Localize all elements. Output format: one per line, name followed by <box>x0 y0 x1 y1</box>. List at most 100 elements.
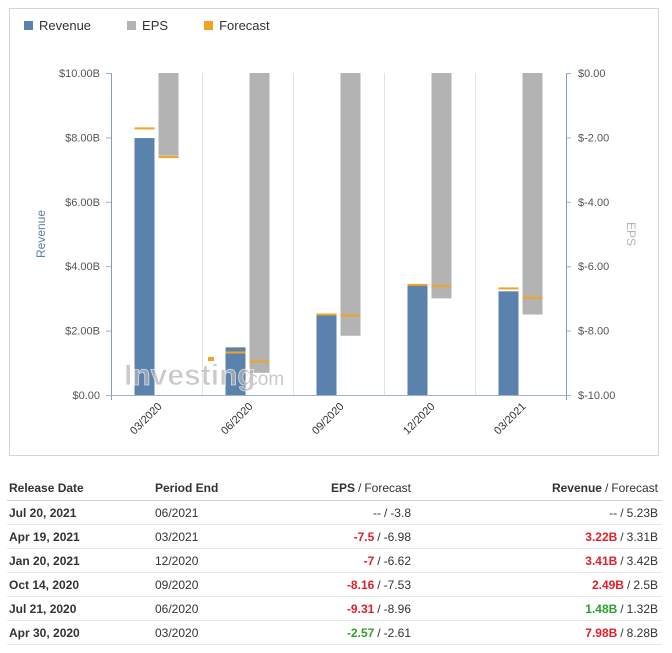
spacer-cell <box>415 524 451 549</box>
eps-forecast-marker <box>340 314 361 317</box>
revenue-bar <box>498 291 519 395</box>
header-eps-forecast[interactable]: EPS / Forecast <box>259 476 415 501</box>
cell-separator: / <box>377 601 381 616</box>
revenue-swatch-icon <box>24 20 33 30</box>
eps-cell: -7/-6.62 <box>259 548 415 573</box>
eps-forecast: -6.98 <box>383 529 411 544</box>
forecast-swatch-icon <box>204 20 214 30</box>
revenue-forecast: 1.32B <box>626 601 658 616</box>
release-date-cell: Apr 19, 2021 <box>7 524 153 549</box>
revenue-forecast: 2.5B <box>633 577 658 592</box>
header-separator: / <box>357 481 362 495</box>
spacer-cell <box>415 596 451 621</box>
eps-forecast: -2.61 <box>383 625 411 640</box>
release-date-cell: Oct 14, 2020 <box>7 572 153 597</box>
eps-forecast: -7.53 <box>383 577 411 592</box>
spacer-cell <box>415 620 451 645</box>
left-tick-label: $0.00 <box>72 390 100 402</box>
header-revenue: Revenue <box>551 481 602 495</box>
right-axis-title: EPS <box>624 222 638 246</box>
eps-cell: -8.16/-7.53 <box>259 572 415 597</box>
revenue-forecast: 5.23B <box>626 505 658 520</box>
investing-watermark: Investing.com <box>124 359 285 393</box>
eps-cell: -2.57/-2.61 <box>259 620 415 645</box>
revenue-actual: 1.48B <box>585 601 618 616</box>
right-tick-label: $-6.00 <box>578 261 609 273</box>
eps-swatch-icon <box>127 20 137 30</box>
eps-forecast-marker <box>158 156 179 159</box>
earnings-table: Release Date Period End EPS / Forecast Rev… <box>7 476 662 645</box>
category-label: 12/2020 <box>401 401 438 438</box>
revenue-forecast: 3.42B <box>626 553 658 568</box>
eps-forecast-marker <box>249 360 270 363</box>
eps-forecast-marker <box>431 285 452 288</box>
cell-separator: / <box>377 553 381 568</box>
release-date-cell: Jul 21, 2020 <box>7 596 153 621</box>
eps-actual: -9.31 <box>346 601 375 616</box>
revenue-forecast: 3.31B <box>626 529 658 544</box>
left-tick-label: $2.00B <box>65 326 100 338</box>
legend-item-revenue[interactable]: Revenue <box>24 18 91 33</box>
eps-cell: -- / -3.8 <box>259 500 415 525</box>
revenue-actual: 2.49B <box>591 577 624 592</box>
eps-cell: -7.5/-6.98 <box>259 524 415 549</box>
release-date-cell: Jul 20, 2021 <box>7 500 153 525</box>
left-tick-label: $4.00B <box>65 261 100 273</box>
legend-item-forecast[interactable]: Forecast <box>204 18 270 33</box>
period-end-cell: 06/2020 <box>153 596 259 621</box>
chart-panel: Revenue EPS Forecast $0.00 $2.00B $4.00B $6… <box>9 8 659 456</box>
eps-forecast: -3.8 <box>390 505 411 520</box>
revenue-actual: 3.22B <box>585 529 618 544</box>
eps-actual: -7.5 <box>353 529 375 544</box>
table-row: Oct 14, 2020 09/2020 -8.16/-7.53 2.49B/2.5B <box>7 572 662 597</box>
header-period-end[interactable]: Period End <box>153 476 259 501</box>
eps-forecast-marker <box>522 296 543 299</box>
revenue-actual: -- <box>609 505 618 520</box>
category-label: 06/2020 <box>219 401 256 438</box>
cell-separator: / <box>377 529 381 544</box>
cell-separator: / <box>620 553 624 568</box>
legend-label-eps: EPS <box>142 17 169 33</box>
release-date-cell: Jan 20, 2021 <box>7 548 153 573</box>
category-label: 09/2020 <box>310 401 347 438</box>
legend-label-revenue: Revenue <box>39 17 92 33</box>
eps-cell: -9.31/-8.96 <box>259 596 415 621</box>
left-axis-title: Revenue <box>34 210 48 258</box>
cell-separator: / <box>620 529 624 544</box>
legend-label-forecast: Forecast <box>219 17 270 33</box>
right-tick-label: $-8.00 <box>578 326 609 338</box>
release-date-cell: Apr 30, 2020 <box>7 620 153 645</box>
eps-actual: -- <box>372 505 381 520</box>
period-end-cell: 03/2021 <box>153 524 259 549</box>
earnings-table-body: Jul 20, 2021 06/2021 -- / -3.8 --/5.23B Apr 19… <box>7 500 662 645</box>
revenue-forecast: 8.28B <box>626 625 658 640</box>
period-end-cell: 03/2020 <box>153 620 259 645</box>
left-tick-label: $6.00B <box>65 197 100 209</box>
eps-actual: -2.57 <box>346 625 375 640</box>
revenue-forecast-marker <box>407 283 428 286</box>
eps-bar <box>522 73 543 315</box>
header-revenue-forecast-label: Forecast <box>611 481 658 495</box>
revenue-bar <box>134 138 155 395</box>
watermark-brand: Investing <box>124 359 256 392</box>
header-release-date[interactable]: Release Date <box>7 476 153 501</box>
chart-legend: Revenue EPS Forecast <box>24 17 306 33</box>
eps-actual: -8.16 <box>346 577 375 592</box>
table-header-row: Release Date Period End EPS / Forecast Rev… <box>7 476 662 501</box>
header-spacer <box>415 476 451 501</box>
header-revenue-forecast[interactable]: Revenue / Forecast <box>451 476 662 501</box>
revenue-bar <box>225 347 246 395</box>
legend-item-eps[interactable]: EPS <box>127 18 168 33</box>
revenue-cell: 3.41B/3.42B <box>451 548 662 573</box>
table-row: Apr 30, 2020 03/2020 -2.57/-2.61 7.98B/8.28… <box>7 620 662 645</box>
eps-actual: -7 <box>363 553 375 568</box>
period-end-cell: 09/2020 <box>153 572 259 597</box>
revenue-actual: 3.41B <box>585 553 618 568</box>
eps-bar <box>340 73 361 336</box>
revenue-bar <box>316 314 337 395</box>
revenue-cell: 1.48B/1.32B <box>451 596 662 621</box>
period-end-cell: 06/2021 <box>153 500 259 525</box>
table-row: Jul 20, 2021 06/2021 -- / -3.8 --/5.23B <box>7 500 662 525</box>
watermark-suffix: .com <box>243 369 284 390</box>
revenue-forecast-marker <box>498 287 519 290</box>
